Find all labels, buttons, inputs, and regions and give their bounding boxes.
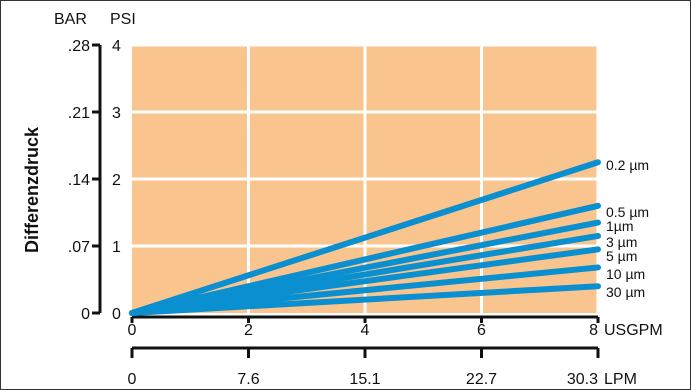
y-tick-label-bar: .07 [68,239,90,256]
psi-unit-label: PSI [110,11,136,28]
y-tick-label-bar: .21 [68,105,90,122]
lpm-unit-label: LPM [604,371,637,388]
x-tick-label-lpm: 22.7 [466,371,497,388]
x-tick-label-usgpm: 4 [361,322,370,339]
x-tick-label-usgpm: 8 [589,322,598,339]
x-tick-label-lpm: 0 [128,371,137,388]
series-line [129,283,601,316]
series-line [129,159,601,316]
series-label: 1µm [606,218,634,234]
x-tick-label-usgpm: 2 [244,322,253,339]
y-tick-label-bar: .14 [68,172,90,189]
series-label: 3 µm [606,234,637,250]
y-tick-label-psi: 0 [112,306,121,323]
axes [92,43,600,358]
series-label: 10 µm [606,266,645,282]
x-tick-label-lpm: 7.6 [237,371,259,388]
series-lines [129,159,601,316]
tick-labels: 0 1 2 3 4 0 .07 .14 .21 .28 0 2 4 6 8 0 7.6 15.1 22.7 30.3 0… [68,38,649,388]
x-tick-label-lpm: 15.1 [349,371,380,388]
series-label: 5 µm [606,248,637,264]
y-axis-title: Differenzdruck [22,126,42,253]
y-tick-label-psi: 2 [112,172,121,189]
y-tick-label-psi: 4 [112,38,121,55]
series-line [129,264,601,316]
x-tick-label-usgpm: 6 [477,322,486,339]
y-tick-label-psi: 1 [112,239,121,256]
y-tick-label-bar: 0 [81,306,90,323]
bar-unit-label: BAR [54,11,87,28]
x-tick-label-usgpm: 0 [128,322,137,339]
usgpm-unit-label: USGPM [604,322,663,339]
y-tick-label-psi: 3 [112,105,121,122]
series-label: 0.2 µm [606,157,649,173]
y-tick-label-bar: .28 [68,38,90,55]
series-line [129,246,601,316]
series-label: 0.5 µm [606,204,649,220]
x-tick-label-lpm: 30.3 [567,371,598,388]
series-label: 30 µm [606,284,645,300]
